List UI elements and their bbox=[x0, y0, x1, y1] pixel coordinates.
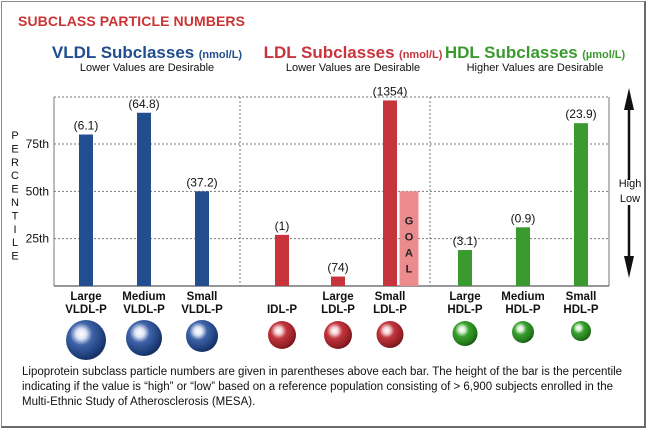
y-tick-label: 75th bbox=[26, 137, 49, 151]
category-label-line1: Small bbox=[566, 291, 597, 303]
down-arrowhead-icon bbox=[624, 256, 634, 278]
y-axis-label-letter: E bbox=[11, 143, 18, 155]
high-low-arrows bbox=[624, 88, 634, 278]
category-label-line2: LDL-P bbox=[321, 304, 355, 316]
category-label-line1: Medium bbox=[501, 291, 544, 303]
category-label-line2: LDL-P bbox=[373, 304, 407, 316]
bar-large-vldl-p bbox=[79, 134, 93, 286]
up-arrowhead-icon bbox=[624, 88, 634, 110]
bar-idl-p bbox=[275, 234, 289, 286]
bar-value-label: (23.9) bbox=[565, 107, 596, 121]
goal-label-letter: L bbox=[406, 263, 413, 275]
bar-value-label: (6.1) bbox=[74, 119, 99, 133]
bar-small-vldl-p bbox=[195, 191, 209, 286]
category-label-line1: Small bbox=[187, 291, 218, 303]
group-unit: (µmol/L) bbox=[582, 49, 626, 61]
group-header-vldl: VLDL Subclasses (nmol/L) Lower Values ar… bbox=[37, 43, 257, 74]
category-label-line2: HDL-P bbox=[505, 304, 540, 316]
group-name: LDL Subclasses bbox=[263, 43, 395, 62]
footnote: Lipoprotein subclass particle numbers ar… bbox=[22, 366, 623, 408]
y-axis-label-letter: T bbox=[12, 210, 19, 222]
group-subtitle: Lower Values are Desirable bbox=[285, 62, 421, 74]
particle-sphere-icon bbox=[268, 321, 296, 349]
y-axis-label-letter: I bbox=[13, 224, 16, 236]
group-header-hdl: HDL Subclasses (µmol/L) Higher Values ar… bbox=[425, 43, 645, 74]
goal-label-letter: O bbox=[405, 231, 414, 243]
y-axis-label-letter: R bbox=[11, 157, 19, 169]
category-label-line1: Large bbox=[322, 291, 353, 303]
goal-label-letter: G bbox=[405, 215, 414, 227]
category-label-line2: VLDL-P bbox=[123, 304, 165, 316]
y-axis-label-letter: N bbox=[11, 197, 19, 209]
category-label-line2: VLDL-P bbox=[65, 304, 107, 316]
high-label: High bbox=[618, 178, 642, 190]
particle-sphere-icon bbox=[66, 320, 106, 360]
particle-sphere-icon bbox=[512, 321, 534, 343]
bar-medium-vldl-p bbox=[137, 112, 151, 286]
group-unit: (nmol/L) bbox=[399, 49, 443, 61]
bar-value-label: (1) bbox=[275, 219, 290, 233]
bar-value-label: (0.9) bbox=[511, 211, 536, 225]
category-label-line1: Small bbox=[375, 291, 406, 303]
bar-value-label: (64.8) bbox=[128, 97, 159, 111]
particle-sphere-icon bbox=[186, 320, 218, 352]
percentile-bar-chart: (6.1)LargeVLDL-P(64.8)MediumVLDL-P(37.2)… bbox=[11, 84, 634, 360]
group-name: HDL Subclasses bbox=[444, 43, 578, 62]
y-axis-label-letter: C bbox=[11, 170, 19, 182]
category-label-line1: Large bbox=[449, 291, 480, 303]
bar-value-label: (3.1) bbox=[453, 234, 478, 248]
particle-sphere-icon bbox=[126, 320, 162, 356]
bar-small-hdl-p bbox=[574, 123, 588, 286]
y-tick-label: 50th bbox=[26, 184, 49, 198]
category-label-line2: VLDL-P bbox=[181, 304, 223, 316]
bar-large-ldl-p bbox=[331, 276, 345, 286]
goal-bar bbox=[399, 191, 419, 286]
bar-value-label: (1354) bbox=[373, 84, 408, 98]
group-unit: (nmol/L) bbox=[198, 49, 243, 61]
y-axis-label-letter: L bbox=[12, 237, 18, 249]
bar-medium-hdl-p bbox=[516, 227, 530, 286]
group-name: VLDL Subclasses bbox=[51, 43, 195, 62]
category-label-line2: HDL-P bbox=[447, 304, 482, 316]
goal-label-letter: A bbox=[405, 247, 413, 259]
particle-sphere-icon bbox=[376, 321, 404, 348]
group-subtitle: Lower Values are Desirable bbox=[79, 62, 215, 74]
bar-value-label: (37.2) bbox=[186, 175, 217, 189]
y-axis-label-letter: E bbox=[11, 184, 18, 196]
category-label-line1: Large bbox=[70, 291, 101, 303]
y-axis-label-letter: E bbox=[11, 251, 18, 263]
category-label-line2: IDL-P bbox=[267, 304, 297, 316]
category-label-line1: Medium bbox=[122, 291, 165, 303]
bar-small-ldl-p bbox=[383, 100, 397, 286]
bar-large-hdl-p bbox=[458, 250, 472, 286]
particle-sphere-icon bbox=[452, 321, 478, 346]
group-header-ldl: LDL Subclasses (nmol/L) Lower Values are… bbox=[243, 43, 463, 74]
category-label-line2: HDL-P bbox=[563, 304, 598, 316]
y-axis-label-letter: P bbox=[11, 130, 18, 142]
particle-sphere-icon bbox=[324, 321, 352, 349]
particle-sphere-icon bbox=[571, 321, 591, 341]
y-tick-label: 25th bbox=[26, 232, 49, 246]
group-subtitle: Higher Values are Desirable bbox=[466, 62, 604, 74]
low-label: Low bbox=[619, 193, 641, 205]
bar-value-label: (74) bbox=[327, 261, 348, 275]
page-title: SUBCLASS PARTICLE NUMBERS bbox=[18, 13, 246, 29]
